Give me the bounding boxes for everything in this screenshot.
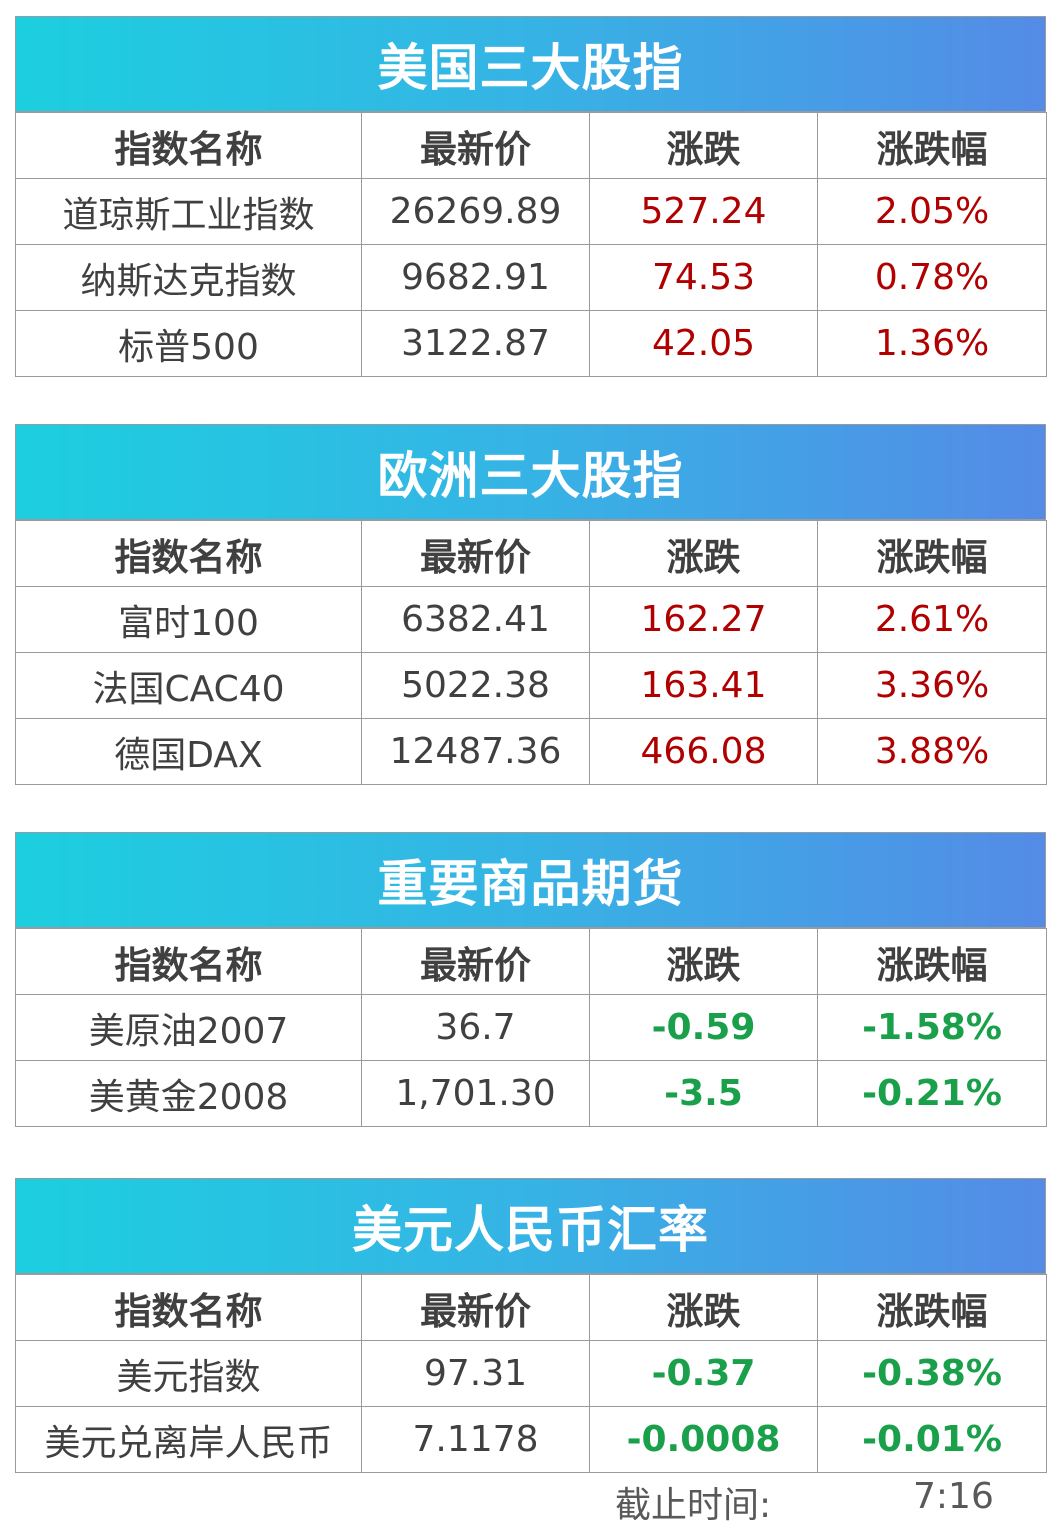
cell-pct: 2.61% [817,586,1047,653]
cell-pct: -0.01% [817,1406,1047,1473]
cell-name: 美元兑离岸人民币 [15,1406,362,1473]
section-title: 欧洲三大股指 [377,447,684,505]
cell-price: 12487.36 [361,718,590,785]
section-banner: 美国三大股指 [15,16,1046,112]
header-change: 涨跌 [589,928,818,995]
cell-name: 美黄金2008 [15,1060,362,1127]
cell-name: 纳斯达克指数 [15,244,362,311]
update-time-label: 截止时间: [615,1485,772,1526]
cell-name: 标普500 [15,310,362,377]
header-price: 最新价 [361,520,590,587]
header-price: 最新价 [361,1274,590,1341]
table-row: 美黄金2008 1,701.30 -3.5 -0.21% [15,1060,1047,1127]
cell-change: 163.41 [589,652,818,719]
quote-table: 指数名称 最新价 涨跌 涨跌幅 美元指数 97.31 -0.37 -0.38% … [15,1274,1047,1473]
cell-pct: 0.78% [817,244,1047,311]
cell-price: 5022.38 [361,652,590,719]
cell-price: 9682.91 [361,244,590,311]
table-row: 美原油2007 36.7 -0.59 -1.58% [15,994,1047,1061]
cell-pct: 3.36% [817,652,1047,719]
cell-pct: 2.05% [817,178,1047,245]
section-banner: 欧洲三大股指 [15,424,1046,520]
header-change: 涨跌 [589,112,818,179]
cell-price: 6382.41 [361,586,590,653]
table-row: 德国DAX 12487.36 466.08 3.88% [15,718,1047,785]
section-title: 美国三大股指 [377,39,684,97]
table-row: 道琼斯工业指数 26269.89 527.24 2.05% [15,178,1047,245]
update-time-value: 7:16 [913,1476,994,1517]
cell-name: 德国DAX [15,718,362,785]
table-row: 法国CAC40 5022.38 163.41 3.36% [15,652,1047,719]
header-price: 最新价 [361,928,590,995]
header-name: 指数名称 [15,112,362,179]
cell-pct: -0.21% [817,1060,1047,1127]
cell-change: 466.08 [589,718,818,785]
cell-change: 42.05 [589,310,818,377]
table-header-row: 指数名称 最新价 涨跌 涨跌幅 [15,112,1047,179]
cell-price: 7.1178 [361,1406,590,1473]
cell-pct: 3.88% [817,718,1047,785]
header-change: 涨跌 [589,1274,818,1341]
cell-pct: -0.38% [817,1340,1047,1407]
cell-pct: 1.36% [817,310,1047,377]
header-name: 指数名称 [15,928,362,995]
cell-price: 36.7 [361,994,590,1061]
cell-name: 法国CAC40 [15,652,362,719]
cell-change: -3.5 [589,1060,818,1127]
cell-price: 97.31 [361,1340,590,1407]
header-pct: 涨跌幅 [817,928,1047,995]
header-change: 涨跌 [589,520,818,587]
section-title: 美元人民币汇率 [352,1201,709,1259]
cell-price: 3122.87 [361,310,590,377]
header-name: 指数名称 [15,1274,362,1341]
section-us-indices: 美国三大股指 指数名称 最新价 涨跌 涨跌幅 道琼斯工业指数 26269.89 … [15,16,1047,377]
cell-change: -0.59 [589,994,818,1061]
cell-change: 74.53 [589,244,818,311]
section-usd-cny: 美元人民币汇率 指数名称 最新价 涨跌 涨跌幅 美元指数 97.31 -0.37… [15,1178,1047,1473]
quote-table: 指数名称 最新价 涨跌 涨跌幅 道琼斯工业指数 26269.89 527.24 … [15,112,1047,377]
quote-table: 指数名称 最新价 涨跌 涨跌幅 美原油2007 36.7 -0.59 -1.58… [15,928,1047,1127]
header-pct: 涨跌幅 [817,112,1047,179]
table-header-row: 指数名称 最新价 涨跌 涨跌幅 [15,520,1047,587]
cell-change: 527.24 [589,178,818,245]
header-pct: 涨跌幅 [817,520,1047,587]
header-pct: 涨跌幅 [817,1274,1047,1341]
table-row: 标普500 3122.87 42.05 1.36% [15,310,1047,377]
cell-price: 1,701.30 [361,1060,590,1127]
cell-name: 美原油2007 [15,994,362,1061]
cell-change: -0.37 [589,1340,818,1407]
cell-name: 美元指数 [15,1340,362,1407]
section-commodities: 重要商品期货 指数名称 最新价 涨跌 涨跌幅 美原油2007 36.7 -0.5… [15,832,1047,1127]
table-header-row: 指数名称 最新价 涨跌 涨跌幅 [15,928,1047,995]
section-banner: 美元人民币汇率 [15,1178,1046,1274]
table-header-row: 指数名称 最新价 涨跌 涨跌幅 [15,1274,1047,1341]
section-banner: 重要商品期货 [15,832,1046,928]
quote-table: 指数名称 最新价 涨跌 涨跌幅 富时100 6382.41 162.27 2.6… [15,520,1047,785]
cell-price: 26269.89 [361,178,590,245]
section-title: 重要商品期货 [377,855,684,913]
cell-pct: -1.58% [817,994,1047,1061]
cell-change: 162.27 [589,586,818,653]
table-row: 美元指数 97.31 -0.37 -0.38% [15,1340,1047,1407]
header-name: 指数名称 [15,520,362,587]
section-eu-indices: 欧洲三大股指 指数名称 最新价 涨跌 涨跌幅 富时100 6382.41 162… [15,424,1047,785]
table-row: 美元兑离岸人民币 7.1178 -0.0008 -0.01% [15,1406,1047,1473]
header-price: 最新价 [361,112,590,179]
cell-change: -0.0008 [589,1406,818,1473]
cell-name: 道琼斯工业指数 [15,178,362,245]
table-row: 纳斯达克指数 9682.91 74.53 0.78% [15,244,1047,311]
table-row: 富时100 6382.41 162.27 2.61% [15,586,1047,653]
update-time-footer: 截止时间: 7:16 [15,1474,1046,1526]
cell-name: 富时100 [15,586,362,653]
